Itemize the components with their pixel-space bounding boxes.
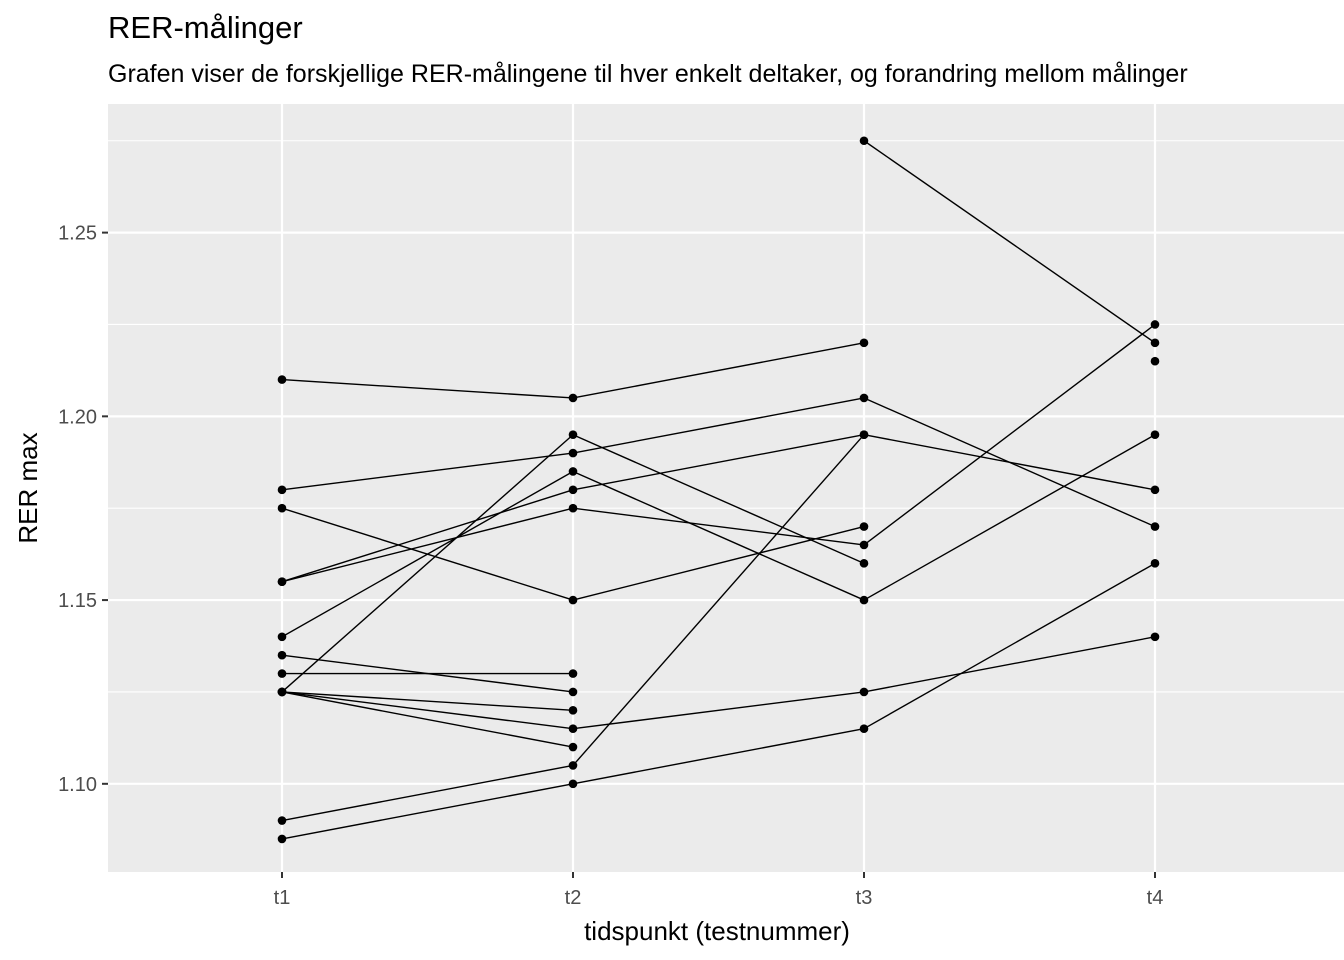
data-point <box>568 430 578 440</box>
chart-subtitle: Grafen viser de forskjellige RER-målinge… <box>108 60 1188 88</box>
series-line-segment <box>572 470 865 601</box>
x-tick-label: t2 <box>565 887 582 909</box>
series-line-segment <box>572 434 865 491</box>
x-tick-label: t4 <box>1147 887 1164 909</box>
data-point <box>277 816 287 825</box>
series-line-segment <box>281 489 574 583</box>
series-line-segment <box>281 691 574 748</box>
data-point <box>277 485 287 495</box>
data-point <box>568 706 578 715</box>
x-axis: t1 t2 t3 t4 <box>274 872 1164 909</box>
series-line-segment <box>281 378 574 399</box>
data-point <box>277 375 287 384</box>
data-point <box>1150 356 1160 366</box>
y-axis-label: RER max <box>13 432 43 543</box>
series-line-segment <box>281 507 574 583</box>
data-point <box>568 724 578 733</box>
series-line-segment <box>572 342 865 399</box>
series-line-segment <box>281 470 574 638</box>
y-tick-label: 1.15 <box>58 590 97 612</box>
data-point <box>568 779 578 789</box>
series-line-segment <box>863 434 1156 491</box>
series-line-segment <box>863 562 1156 730</box>
y-tick-label: 1.25 <box>58 223 97 245</box>
data-point <box>568 485 578 495</box>
data-point <box>277 577 287 587</box>
series-line-segment <box>281 783 574 840</box>
data-point <box>568 761 578 770</box>
series-line-segment <box>281 434 574 693</box>
y-tick-label: 1.10 <box>58 774 97 796</box>
series-lines <box>281 140 1156 840</box>
data-point <box>568 595 578 605</box>
series-line-segment <box>863 140 1156 344</box>
data-point <box>568 503 578 513</box>
y-axis: 1.10 1.15 1.20 1.25 <box>58 223 108 796</box>
data-point <box>859 540 869 550</box>
data-point <box>1150 430 1160 440</box>
data-point <box>568 669 578 678</box>
series-line-segment <box>863 434 1156 601</box>
x-tick-label: t1 <box>274 887 291 909</box>
data-point <box>859 430 869 440</box>
data-point <box>277 669 287 678</box>
series-line-segment <box>281 764 574 822</box>
data-point <box>277 650 287 660</box>
series-line-segment <box>572 434 865 766</box>
series-line-segment <box>281 452 574 491</box>
data-point <box>1150 522 1160 531</box>
series-line-segment <box>863 323 1156 546</box>
data-point <box>1150 559 1160 568</box>
data-point <box>277 687 287 697</box>
series-line-segment <box>572 434 865 564</box>
minor-gridlines <box>108 140 1344 693</box>
series-line-segment <box>572 691 865 730</box>
data-point <box>859 595 869 605</box>
data-point <box>568 687 578 697</box>
data-point <box>1150 485 1160 495</box>
data-point <box>859 522 869 531</box>
data-point <box>1150 320 1160 329</box>
data-point <box>568 467 578 476</box>
data-point <box>568 448 578 458</box>
data-point <box>859 338 869 348</box>
x-axis-label: tidspunkt (testnummer) <box>584 916 850 946</box>
series-line-segment <box>572 397 865 454</box>
data-point <box>859 559 869 568</box>
data-point <box>859 136 869 146</box>
series-line-segment <box>863 636 1156 693</box>
series-points <box>277 136 1160 844</box>
series-line-segment <box>572 728 865 785</box>
series-line-segment <box>281 691 574 712</box>
data-point <box>1150 632 1160 642</box>
data-point <box>568 393 578 403</box>
data-point <box>568 742 578 752</box>
x-tick-label: t3 <box>856 887 873 909</box>
data-point <box>277 632 287 642</box>
y-tick-label: 1.20 <box>58 406 97 428</box>
data-point <box>1150 338 1160 348</box>
series-line-segment <box>572 507 865 546</box>
data-point <box>277 834 287 844</box>
data-point <box>859 687 869 697</box>
chart-title: RER-målinger <box>108 10 303 45</box>
data-point <box>859 724 869 733</box>
series-line-segment <box>281 691 574 730</box>
data-point <box>277 503 287 513</box>
data-point <box>859 393 869 403</box>
